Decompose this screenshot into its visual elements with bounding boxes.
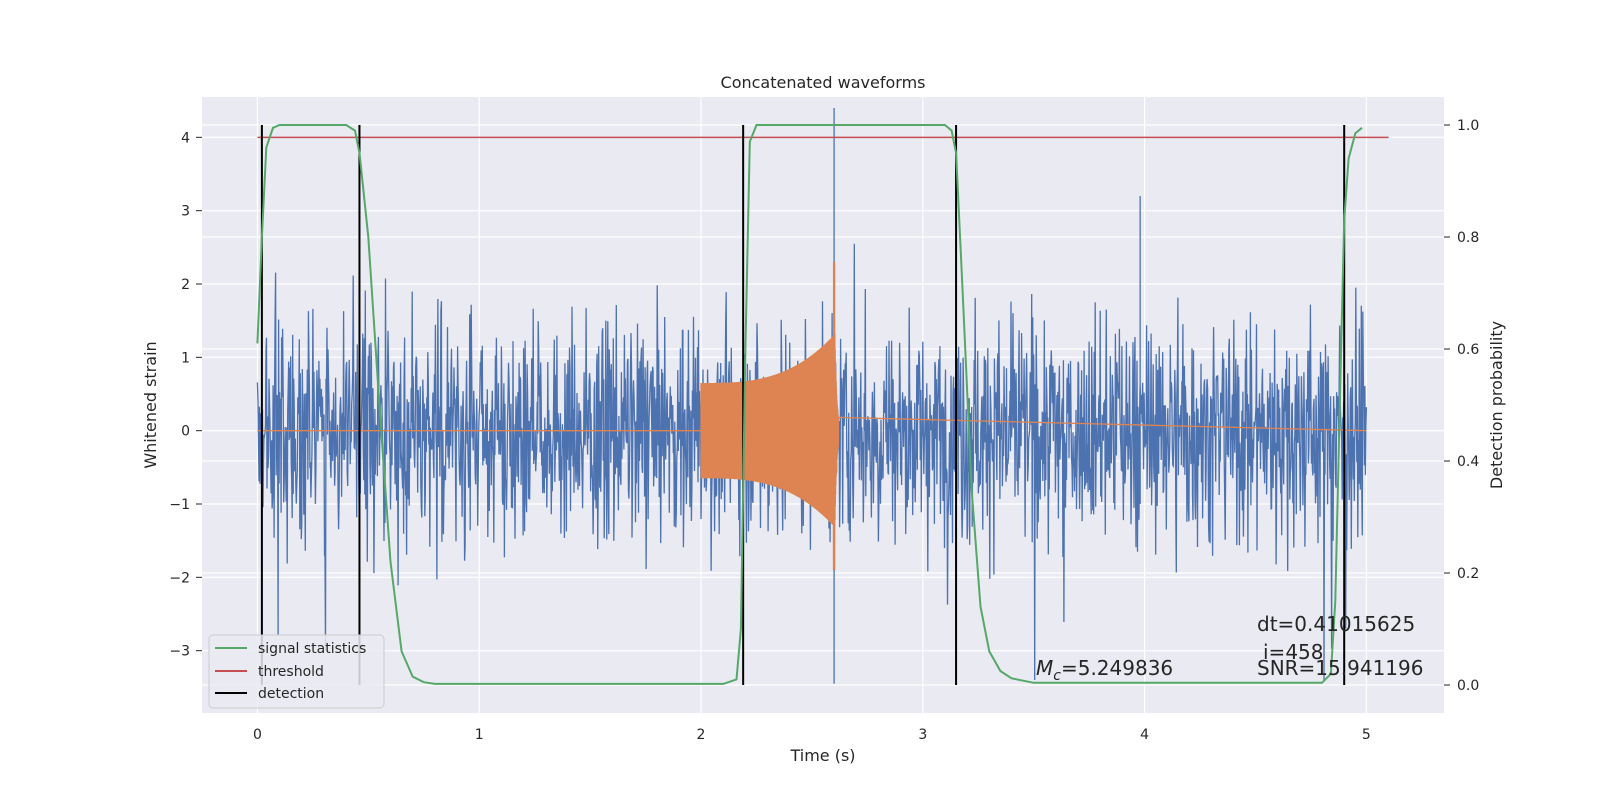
y-tick-label: −3 xyxy=(169,644,190,660)
snr-annotation: SNR=15.941196 xyxy=(1257,656,1423,680)
x-tick-label: 1 xyxy=(475,727,484,743)
y2-tick-label: 0.8 xyxy=(1457,230,1479,246)
y2-tick-label: 0.6 xyxy=(1457,342,1479,358)
x-tick-label: 0 xyxy=(253,727,262,743)
chart-title: Concatenated waveforms xyxy=(721,73,926,92)
y-tick-label: 3 xyxy=(181,204,190,220)
y-tick-label: 0 xyxy=(181,424,190,440)
y2-tick-label: 1.0 xyxy=(1457,118,1479,134)
legend-box xyxy=(208,634,385,709)
x-tick-label: 5 xyxy=(1362,727,1371,743)
y2-tick-label: 0.4 xyxy=(1457,454,1479,470)
legend-label-threshold: threshold xyxy=(258,664,324,680)
y-axis-right-label: Detection probability xyxy=(1487,321,1506,489)
mc-symbol: M xyxy=(1036,656,1053,680)
template-line xyxy=(257,261,1367,571)
legend-label-signal-statistics: signal statistics xyxy=(258,641,366,657)
i-annotation: i=458 xyxy=(1263,640,1324,664)
mc-value: =5.249836 xyxy=(1061,656,1173,680)
x-tick-label: 3 xyxy=(918,727,927,743)
y2-tick-label: 0.2 xyxy=(1457,566,1479,582)
y-tick-label: 2 xyxy=(181,277,190,293)
y-tick-label: 1 xyxy=(181,350,190,366)
y-axis-label: Whitened strain xyxy=(141,341,160,468)
y-tick-label: 4 xyxy=(181,130,190,146)
y2-tick-label: 0.0 xyxy=(1457,678,1479,694)
x-tick-label: 4 xyxy=(1140,727,1149,743)
y-tick-label: −2 xyxy=(169,570,190,586)
mc-subscript: c xyxy=(1053,668,1061,684)
signal-statistics-series xyxy=(256,124,1363,685)
dt-annotation: dt=0.41015625 xyxy=(1257,612,1415,636)
mc-annotation: Mc=5.249836 xyxy=(1036,656,1173,684)
axis-ticks: 0 1 2 3 4 5 −3 −2 −1 0 1 2 3 4 0.0 0.2 0.4 0.6 0.8 1.0 xyxy=(169,118,1479,743)
x-axis-label: Time (s) xyxy=(789,746,855,765)
y-tick-label: −1 xyxy=(169,497,190,513)
legend: signal statistics threshold detection xyxy=(208,634,385,709)
x-tick-label: 2 xyxy=(697,727,706,743)
legend-label-detection: detection xyxy=(258,686,324,702)
template-series xyxy=(257,261,1367,571)
signal-statistics-line xyxy=(256,124,1363,685)
